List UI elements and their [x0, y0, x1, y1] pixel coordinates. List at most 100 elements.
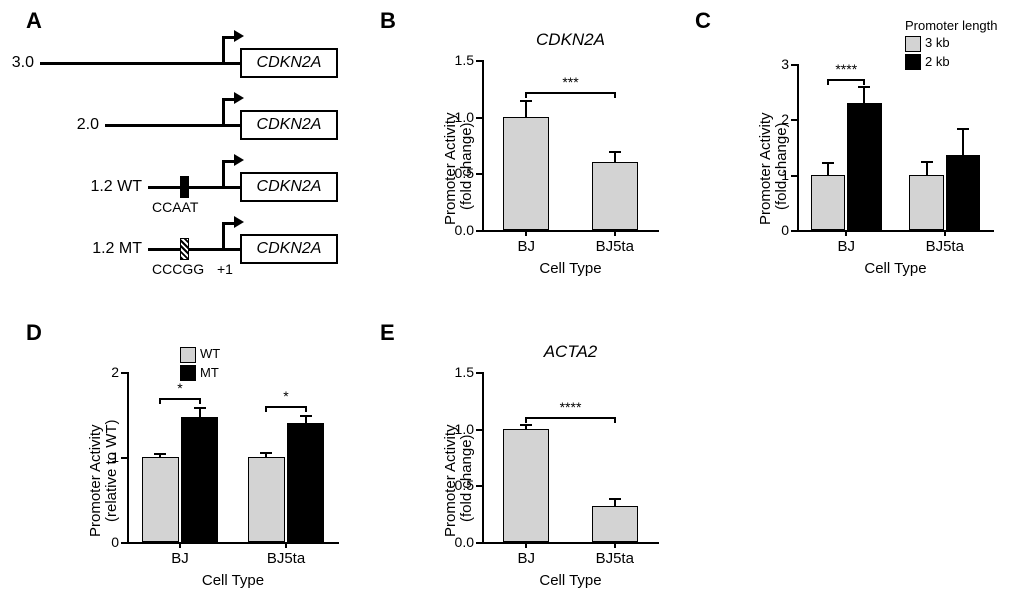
x-tick [944, 230, 946, 236]
significance-bracket [827, 79, 829, 85]
y-tick [476, 372, 482, 374]
y-tick [121, 457, 127, 459]
y-axis [482, 60, 484, 230]
x-category-label: BJ5ta [585, 550, 645, 567]
plus-one-label: +1 [217, 261, 233, 277]
x-tick [285, 542, 287, 548]
motif-label: CCAAT [152, 199, 198, 215]
x-tick [525, 230, 527, 236]
motif-label: CCCGG [152, 261, 204, 277]
promoter-line [148, 248, 240, 251]
bar [248, 457, 285, 542]
y-tick [791, 64, 797, 66]
x-category-label: BJ [496, 550, 556, 567]
bar [847, 103, 881, 230]
bar [946, 155, 980, 230]
x-category-label: BJ [150, 550, 210, 567]
y-axis [127, 372, 129, 542]
x-axis-title: Cell Type [482, 572, 659, 589]
error-bar [525, 100, 527, 117]
panel-label-a: A [26, 8, 42, 34]
y-tick [476, 117, 482, 119]
tss-arrow [222, 36, 234, 39]
y-tick-label: 1.5 [444, 364, 474, 380]
chart-wt-mt: 012Promoter Activity(relative to WT)BJBJ… [85, 340, 345, 600]
y-tick [476, 230, 482, 232]
y-tick [476, 429, 482, 431]
tss-arrowhead [234, 92, 244, 104]
y-axis-subtitle: (fold change) [773, 122, 790, 210]
significance-label: *** [551, 74, 591, 90]
significance-bracket [526, 92, 615, 94]
error-cap [858, 86, 870, 88]
significance-bracket [525, 92, 527, 98]
x-category-label: BJ [816, 238, 876, 255]
error-cap [300, 415, 312, 417]
legend-label: MT [200, 365, 219, 380]
y-axis-subtitle: (relative to WT) [103, 419, 120, 522]
significance-bracket [305, 406, 307, 412]
legend-label: 3 kb [925, 35, 950, 50]
chart-cdkn2a-activity: CDKN2A0.00.51.01.5Promoter Activity(fold… [440, 28, 665, 288]
y-tick [476, 60, 482, 62]
construct-label: 1.2 MT [86, 240, 142, 258]
y-tick [476, 173, 482, 175]
y-tick [791, 175, 797, 177]
y-axis-subtitle: (fold change) [458, 122, 475, 210]
x-axis [482, 230, 659, 232]
legend-label: 2 kb [925, 54, 950, 69]
error-cap [520, 100, 532, 102]
error-cap [260, 452, 272, 454]
panel-a: CDKN2A3.0CDKN2A2.0CDKN2A1.2 WTCCAATCDKN2… [28, 36, 338, 296]
construct-label: 3.0 [0, 54, 34, 72]
bar [503, 429, 549, 542]
significance-label: * [266, 388, 306, 404]
x-axis-title: Cell Type [482, 260, 659, 277]
x-category-label: BJ [496, 238, 556, 255]
x-tick [614, 230, 616, 236]
significance-bracket [525, 417, 527, 423]
error-cap [921, 161, 933, 163]
construct-label: 2.0 [43, 116, 99, 134]
x-tick [179, 542, 181, 548]
x-tick [845, 230, 847, 236]
significance-bracket [614, 92, 616, 98]
x-tick [525, 542, 527, 548]
legend-item: WT [180, 346, 220, 363]
chart-title: ACTA2 [482, 342, 659, 362]
y-axis [482, 372, 484, 542]
legend: WT MT [180, 346, 220, 383]
error-cap [957, 128, 969, 130]
x-category-label: BJ5ta [256, 550, 316, 567]
panel-label-e: E [380, 320, 395, 346]
tss-arrow [222, 222, 225, 249]
y-tick-label: 2 [89, 364, 119, 380]
significance-bracket [526, 417, 615, 419]
y-tick [476, 542, 482, 544]
tss-arrow [222, 36, 225, 63]
x-tick [614, 542, 616, 548]
bar [811, 175, 845, 230]
y-tick [791, 119, 797, 121]
panel-label-b: B [380, 8, 396, 34]
significance-bracket [863, 79, 865, 85]
panel-label-c: C [695, 8, 711, 34]
y-axis-title: Promoter Activity [442, 424, 459, 537]
legend: Promoter length3 kb2 kb [905, 18, 998, 72]
y-axis-title: Promoter Activity [757, 112, 774, 225]
legend-swatch [905, 54, 921, 70]
significance-bracket [199, 398, 201, 404]
promoter-line [40, 62, 240, 65]
y-axis-title: Promoter Activity [442, 112, 459, 225]
gene-box: CDKN2A [240, 110, 338, 140]
x-axis [797, 230, 994, 232]
tss-arrow [222, 160, 234, 163]
error-cap [154, 453, 166, 455]
tss-arrow [222, 160, 225, 187]
promoter-line [148, 186, 240, 189]
gene-box: CDKN2A [240, 172, 338, 202]
bar [592, 506, 638, 542]
error-cap [520, 424, 532, 426]
legend-swatch [180, 347, 196, 363]
error-bar [863, 86, 865, 103]
